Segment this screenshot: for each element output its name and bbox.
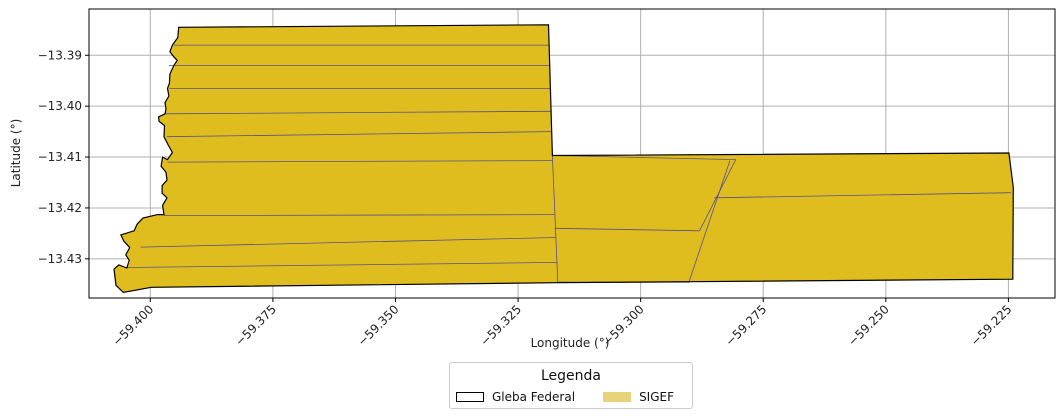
y-tick-label-1: −13.40: [38, 99, 82, 113]
x-tick-label-7: −59.225: [968, 302, 1015, 349]
polygon-layer: [113, 24, 1014, 294]
legend-label-gleba-federal: Gleba Federal: [492, 390, 576, 404]
parcel-line-12: [554, 227, 700, 232]
parcel-line-9: [552, 155, 559, 283]
parcel-line-6: [163, 214, 555, 217]
legend: Legenda Gleba Federal SIGEF: [449, 362, 693, 409]
y-tick-label-0: −13.39: [38, 48, 82, 62]
x-axis-title: Longitude (°): [531, 336, 610, 350]
sigef-swatch: [603, 392, 632, 402]
y-axis-title: Latitude (°): [9, 119, 23, 188]
plot-frame: [88, 8, 1056, 299]
parcel-line-3: [164, 110, 551, 115]
parcel-line-14: [714, 192, 1011, 199]
y-tick-label-3: −13.42: [38, 201, 82, 215]
legend-label-sigef: SIGEF: [639, 390, 675, 404]
parcel-line-4: [166, 131, 552, 138]
y-tick-label-2: −13.41: [38, 150, 82, 164]
y-tick-label-4: −13.43: [38, 252, 82, 266]
x-tick-label-1: −59.375: [232, 302, 279, 349]
sigef-fill: [114, 24, 1014, 293]
gleba-federal-boundary: [113, 24, 1014, 294]
parcel-line-7: [140, 237, 557, 248]
parcel-line-8: [125, 262, 558, 268]
x-tick-label-0: −59.400: [110, 302, 157, 349]
parcel-line-10: [688, 160, 731, 283]
x-tick-label-6: −59.250: [845, 302, 892, 349]
y-axis-ticks: −13.39 −13.40 −13.41 −13.42 −13.43: [38, 48, 89, 266]
parcel-line-5: [167, 160, 553, 163]
parcel-line-11: [699, 159, 737, 231]
gleba-federal-swatch: [456, 392, 484, 402]
parcel-line-15: [552, 155, 736, 160]
x-tick-label-3: −59.325: [477, 302, 524, 349]
legend-title: Legenda: [540, 368, 601, 384]
x-tick-label-5: −59.275: [723, 302, 770, 349]
x-tick-label-2: −59.350: [355, 302, 402, 349]
